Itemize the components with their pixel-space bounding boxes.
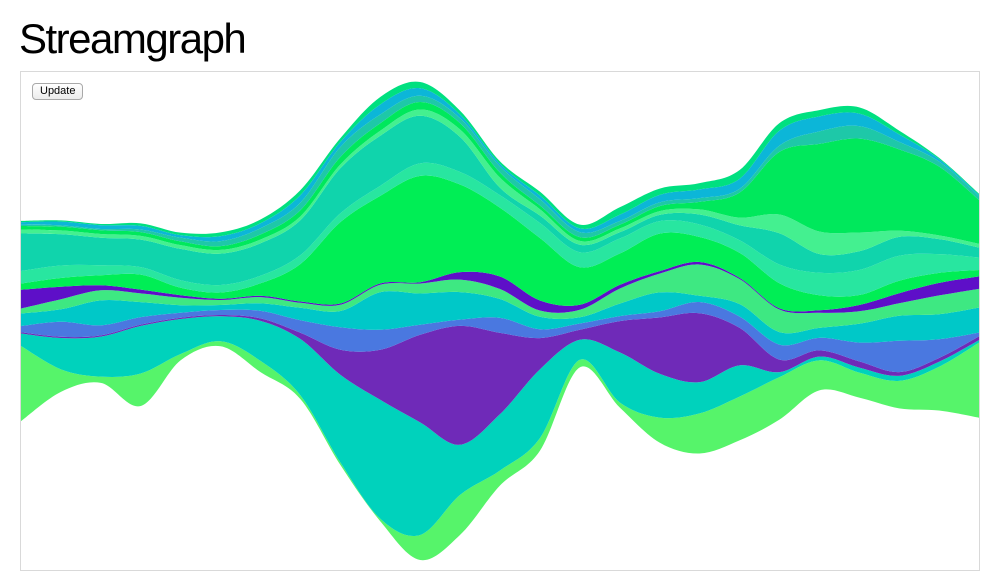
stream-layer-11	[21, 109, 979, 256]
stream-layer-2	[21, 316, 979, 536]
stream-layer-9	[21, 162, 979, 297]
update-button[interactable]: Update	[32, 83, 84, 100]
stream-layer-5	[21, 291, 979, 346]
stream-layer-8	[21, 175, 979, 312]
page-title: Streamgraph	[19, 15, 247, 62]
stream-layer-7	[21, 261, 979, 314]
stream-layer-4	[21, 301, 979, 373]
stream-layers	[21, 81, 979, 561]
streamgraph-plot	[21, 81, 979, 561]
stream-layer-13	[21, 95, 979, 247]
stream-layer-3	[21, 312, 979, 445]
stream-layer-12	[21, 102, 979, 251]
streamgraph-chart: Update	[20, 71, 980, 571]
stream-layer-6	[21, 264, 979, 334]
stream-layer-14	[21, 88, 979, 242]
